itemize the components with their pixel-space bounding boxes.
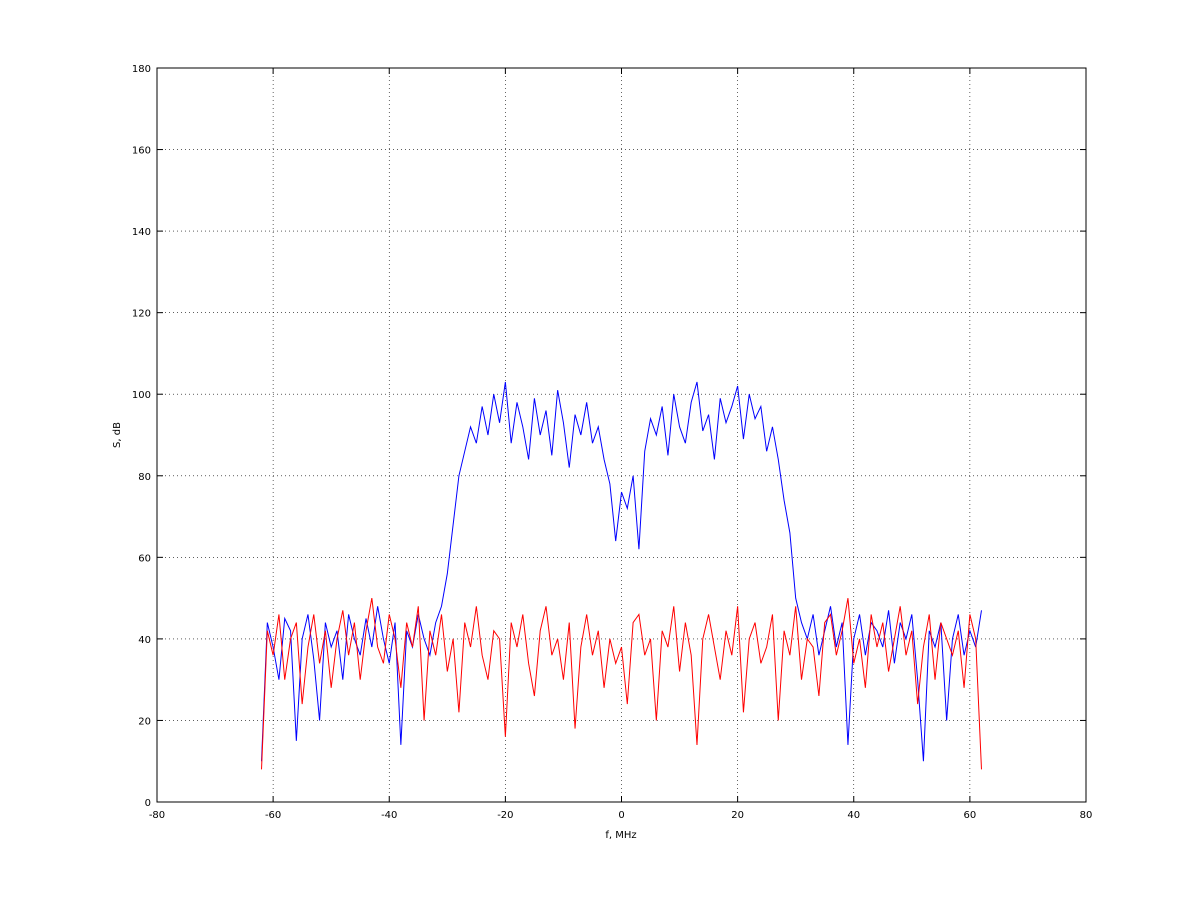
x-tick-label: -20 (497, 810, 513, 821)
y-tick-label: 60 (138, 553, 151, 564)
y-tick-label: 180 (132, 64, 151, 75)
x-tick-label: 80 (1080, 810, 1093, 821)
y-tick-label: 120 (132, 309, 151, 320)
x-tick-label: 0 (618, 810, 624, 821)
y-axis-label: S, dB (112, 422, 123, 448)
plot-frame (156, 67, 1087, 803)
x-tick-label: -60 (265, 810, 281, 821)
x-tick-label: 20 (731, 810, 744, 821)
y-tick-label: 20 (138, 716, 151, 727)
x-tick-label: 60 (964, 810, 977, 821)
series-line (261, 598, 982, 770)
y-tick-label: 40 (138, 635, 151, 646)
y-tick-label: 0 (145, 798, 151, 809)
y-tick-label: 140 (132, 227, 151, 238)
x-axis-label: f, MHz (605, 830, 636, 841)
y-tick-label: 160 (132, 146, 151, 157)
y-tick-label: 80 (138, 472, 151, 483)
x-tick-label: -40 (381, 810, 397, 821)
x-tick-label: -80 (149, 810, 165, 821)
series-line (261, 381, 982, 762)
x-tick-label: 40 (847, 810, 860, 821)
y-tick-label: 100 (132, 390, 151, 401)
